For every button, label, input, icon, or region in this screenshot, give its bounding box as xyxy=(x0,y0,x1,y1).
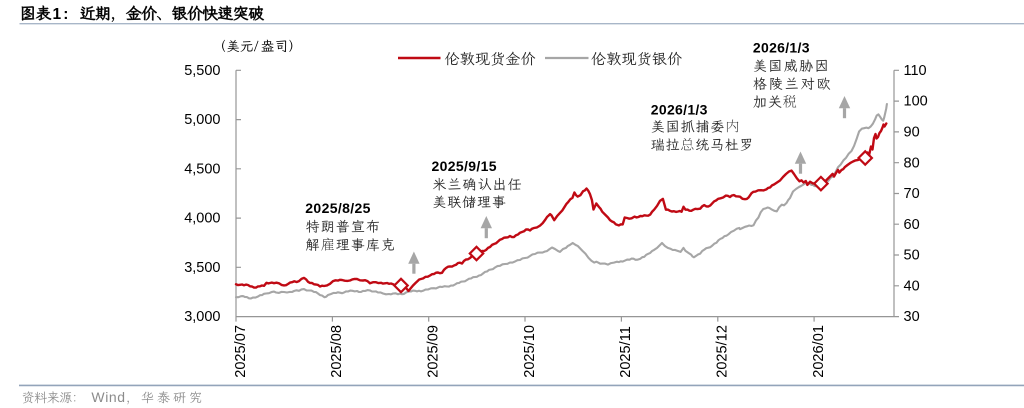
svg-text:4,000: 4,000 xyxy=(184,211,220,227)
svg-text::: : xyxy=(63,6,68,23)
svg-text:2026/1/3: 2026/1/3 xyxy=(651,102,708,118)
svg-text:1: 1 xyxy=(53,6,62,23)
svg-text:70: 70 xyxy=(904,186,920,202)
svg-text:2025/09: 2025/09 xyxy=(426,325,442,378)
svg-text:2025/10: 2025/10 xyxy=(522,325,538,378)
svg-text:2026/01: 2026/01 xyxy=(811,325,827,378)
svg-text:40: 40 xyxy=(904,278,920,294)
svg-text:2026/1/3: 2026/1/3 xyxy=(753,40,810,56)
svg-text:2025/11: 2025/11 xyxy=(618,326,634,378)
svg-text:Wind: Wind xyxy=(91,389,125,405)
svg-text:80: 80 xyxy=(904,155,920,171)
svg-text:100: 100 xyxy=(904,94,928,110)
svg-text:110: 110 xyxy=(904,63,927,79)
svg-text:2025/9/15: 2025/9/15 xyxy=(432,158,497,174)
svg-text:2025/12: 2025/12 xyxy=(715,325,731,378)
svg-text:3,500: 3,500 xyxy=(184,260,220,276)
svg-text:50: 50 xyxy=(904,248,920,264)
svg-text:4,500: 4,500 xyxy=(184,161,220,177)
svg-text:2025/07: 2025/07 xyxy=(233,325,249,378)
svg-text:5,000: 5,000 xyxy=(184,112,220,128)
svg-text:3,000: 3,000 xyxy=(184,309,220,325)
svg-text:5,500: 5,500 xyxy=(184,63,220,79)
svg-text:2025/8/25: 2025/8/25 xyxy=(305,200,370,216)
svg-text:60: 60 xyxy=(904,217,920,233)
svg-text:90: 90 xyxy=(904,124,920,140)
svg-text:2025/08: 2025/08 xyxy=(329,325,345,378)
svg-text:30: 30 xyxy=(904,309,920,325)
